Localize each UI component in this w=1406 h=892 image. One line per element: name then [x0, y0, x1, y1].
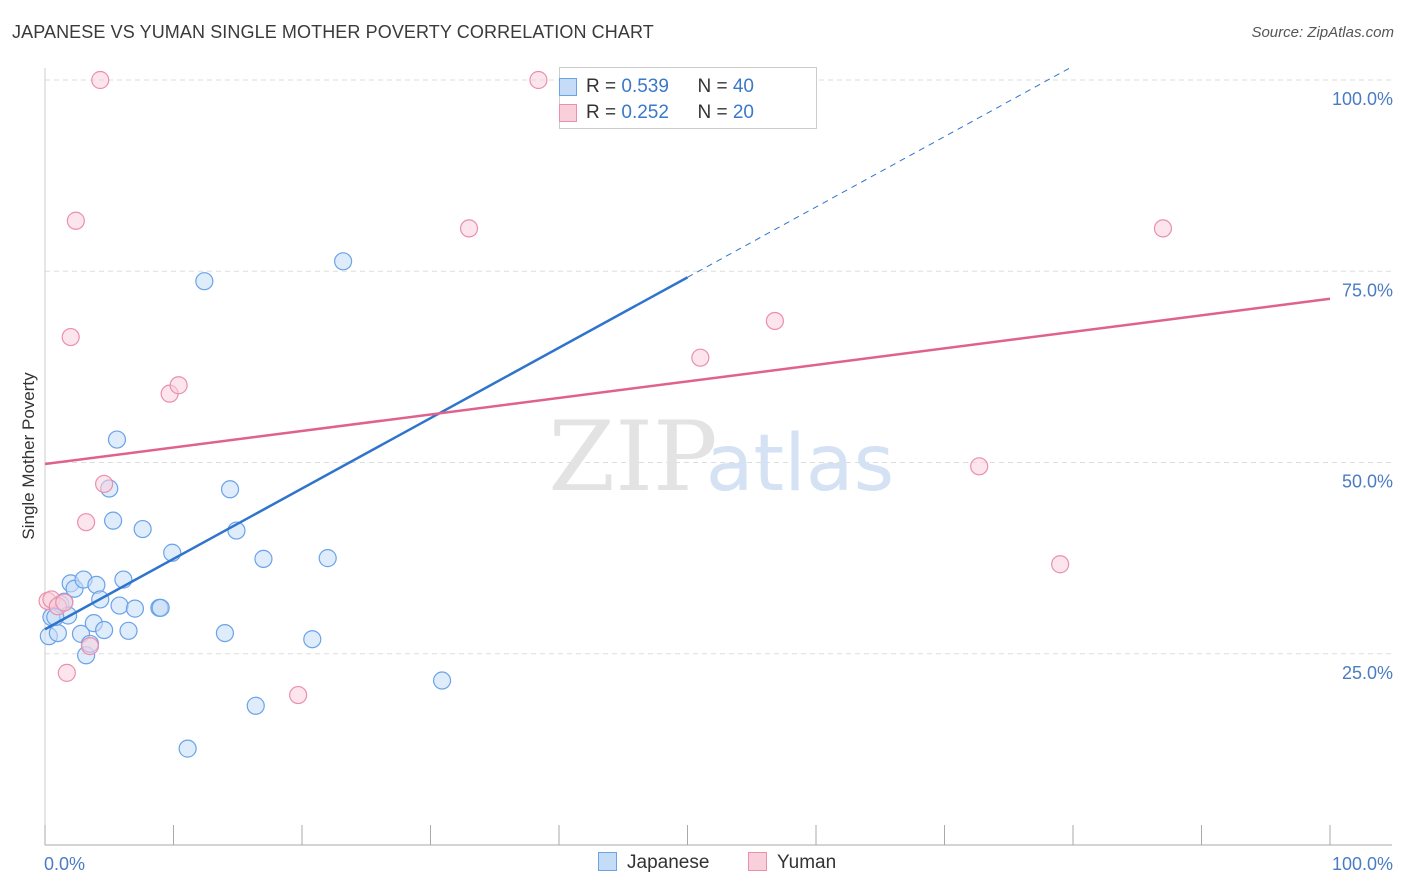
series-yuman — [38, 70, 1173, 705]
point-japanese-21 — [119, 621, 138, 640]
point-yuman-17 — [765, 311, 784, 331]
watermark: ZIP atlas — [548, 401, 894, 513]
y-tick-label-1: 50.0% — [1342, 472, 1393, 492]
r-value-yuman: 0.252 — [621, 102, 669, 123]
axes — [44, 68, 1392, 846]
legend-item-japanese: Japanese — [598, 852, 709, 874]
point-japanese-33 — [254, 549, 273, 568]
point-yuman-20 — [1051, 555, 1070, 574]
point-japanese-23 — [133, 519, 152, 539]
point-japanese-25 — [151, 598, 170, 617]
x-tick-label-1: 100.0% — [1332, 854, 1393, 874]
point-japanese-34 — [303, 630, 322, 649]
legend-swatch-yuman — [559, 104, 577, 122]
point-japanese-28 — [195, 272, 214, 291]
gridlines — [45, 79, 1392, 655]
chart-title: JAPANESE VS YUMAN SINGLE MOTHER POVERTY … — [12, 22, 654, 42]
point-yuman-12 — [169, 376, 188, 395]
point-japanese-37 — [432, 671, 452, 690]
y-axis-label: Single Mother Poverty — [19, 372, 38, 540]
point-japanese-22 — [125, 599, 145, 618]
point-japanese-30 — [220, 480, 240, 499]
tick-labels: 25.0% 50.0% 75.0% 100.0% 0.0% 100.0% — [44, 89, 1393, 874]
legend-swatch-japanese — [559, 78, 577, 96]
y-tick-label-2: 75.0% — [1342, 280, 1393, 300]
point-yuman-13 — [289, 685, 308, 705]
point-japanese-29 — [215, 623, 234, 643]
point-japanese-27 — [178, 739, 197, 758]
trendline-extension-japanese — [687, 65, 1074, 278]
legend-swatch-japanese-bottom — [598, 852, 617, 871]
point-yuman-16 — [691, 348, 710, 367]
legend-row-yuman: R = 0.252 N = 20 — [559, 102, 754, 124]
point-yuman-19 — [1153, 219, 1173, 238]
point-yuman-6 — [66, 211, 85, 230]
point-japanese-18 — [107, 430, 127, 449]
point-yuman-7 — [77, 513, 96, 532]
point-yuman-4 — [57, 663, 76, 682]
point-yuman-5 — [61, 327, 80, 347]
point-japanese-36 — [334, 252, 353, 271]
point-japanese-17 — [104, 511, 123, 530]
point-yuman-14 — [459, 219, 479, 238]
r-value-japanese: 0.539 — [621, 76, 669, 97]
n-value-japanese: 40 — [732, 76, 754, 97]
trendline-japanese — [44, 276, 689, 631]
point-yuman-9 — [91, 70, 110, 90]
point-japanese-15 — [95, 620, 114, 640]
source-label: Source: ZipAtlas.com — [1251, 24, 1394, 41]
point-yuman-10 — [95, 474, 114, 494]
point-yuman-8 — [80, 636, 100, 656]
series-japanese — [39, 70, 652, 758]
y-tick-label-0: 25.0% — [1342, 663, 1393, 683]
series-layer — [38, 70, 1173, 758]
legend-swatch-yuman-bottom — [748, 852, 767, 871]
point-japanese-32 — [246, 696, 265, 715]
trendline-yuman — [44, 297, 1331, 466]
point-japanese-2 — [48, 623, 67, 643]
point-japanese-35 — [318, 549, 337, 568]
point-yuman-15 — [529, 70, 548, 90]
stats-legend: R = 0.539 N = 40 R = 0.252 N = 20 — [559, 67, 817, 129]
watermark-atlas: atlas — [706, 419, 895, 509]
legend-item-yuman: Yuman — [748, 852, 836, 874]
point-yuman-3 — [55, 593, 74, 612]
watermark-zip: ZIP — [548, 401, 717, 513]
n-value-yuman: 20 — [732, 102, 754, 123]
point-yuman-18 — [970, 457, 989, 476]
y-tick-label-3: 100.0% — [1332, 89, 1393, 109]
x-tick-label-0: 0.0% — [44, 854, 85, 874]
trend-layer — [44, 65, 1331, 631]
legend-row-japanese: R = 0.539 N = 40 — [559, 76, 754, 98]
point-japanese-19 — [110, 596, 129, 615]
